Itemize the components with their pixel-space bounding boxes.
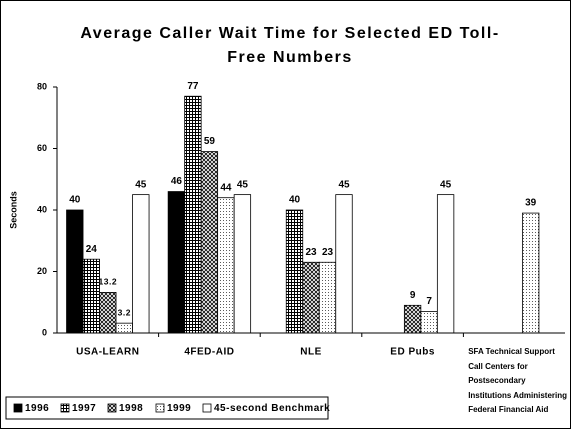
- bar: [184, 95, 202, 334]
- bar: [420, 311, 438, 334]
- legend-label: 1998: [119, 403, 143, 414]
- data-label: 45: [135, 179, 147, 190]
- y-tick-label: 0: [42, 327, 47, 337]
- x-tick-label: ED Pubs: [390, 347, 435, 358]
- x-tick-label: NLE: [300, 347, 322, 358]
- data-label: 45: [338, 179, 350, 190]
- bar: [132, 194, 150, 334]
- data-label: 46: [171, 176, 183, 187]
- data-label: 23: [305, 247, 317, 258]
- bar: [318, 261, 337, 334]
- legend-box: [5, 396, 329, 420]
- y-tick-label: 40: [37, 204, 47, 214]
- bar: [82, 258, 100, 334]
- data-label: 40: [69, 195, 81, 206]
- y-tick-label: 20: [37, 266, 47, 276]
- bar: [217, 197, 235, 334]
- x-tick-label: 4FED-AID: [184, 347, 234, 358]
- x-tick-label-box: SFA Technical Support Call Centers for P…: [468, 347, 567, 414]
- legend-swatch: [202, 403, 212, 413]
- legend-swatch: [13, 403, 23, 413]
- bar: [66, 209, 84, 334]
- legend-label: 45-second Benchmark: [214, 403, 330, 414]
- bar: [522, 212, 540, 334]
- chart-title-box: Average Caller Wait Time for Selected ED…: [80, 25, 500, 66]
- bar: [335, 194, 353, 334]
- data-label: 59: [204, 136, 216, 147]
- bar: [403, 304, 422, 334]
- data-label: 13.2: [99, 277, 118, 287]
- data-label: 9: [410, 290, 416, 301]
- bar: [99, 292, 117, 334]
- y-axis-label: Seconds: [8, 191, 18, 229]
- data-label: 45: [237, 179, 249, 190]
- x-tick-label: SFA Technical Support Call Centers for P…: [468, 347, 567, 414]
- data-label: 7: [426, 296, 432, 307]
- y-tick-label: 60: [37, 143, 47, 153]
- x-tick-label: USA-LEARN: [76, 347, 139, 358]
- data-label: 77: [187, 81, 199, 92]
- legend-label: 1997: [72, 403, 96, 414]
- legend-swatch: [155, 403, 165, 413]
- bar: [115, 322, 133, 334]
- data-label: 23: [322, 247, 334, 258]
- bar: [302, 261, 320, 334]
- chart-title: Average Caller Wait Time for Selected ED…: [80, 25, 500, 66]
- legend-label: 1996: [25, 403, 49, 414]
- data-label: 44: [220, 182, 232, 193]
- y-tick-label: 80: [37, 81, 47, 91]
- data-label: 24: [86, 244, 98, 255]
- data-label: 40: [289, 195, 301, 206]
- bar: [233, 194, 252, 334]
- data-label: 45: [440, 179, 452, 190]
- bar: [167, 191, 186, 334]
- data-label: 3.2: [118, 307, 131, 317]
- legend-swatch: [60, 403, 70, 413]
- bar: [436, 194, 455, 334]
- bar: [200, 151, 219, 334]
- bar: [285, 209, 304, 334]
- legend-swatch: [107, 403, 117, 413]
- data-label: 39: [525, 198, 537, 209]
- legend-label: 1999: [167, 403, 191, 414]
